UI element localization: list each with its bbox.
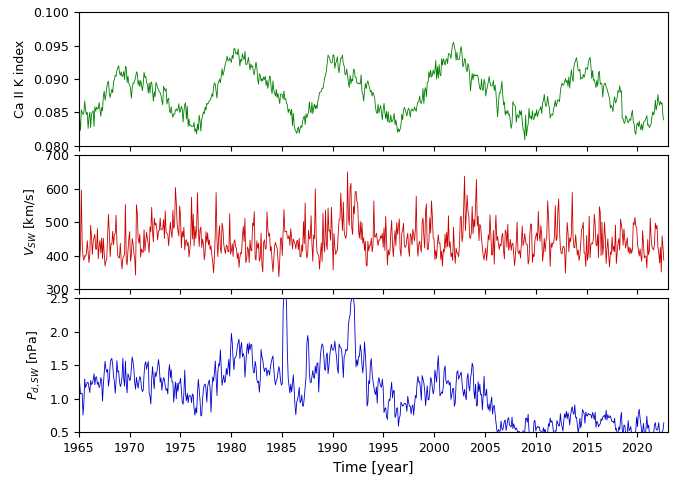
X-axis label: Time [year]: Time [year] — [333, 461, 414, 475]
Y-axis label: $V_{SW}$ [km/s]: $V_{SW}$ [km/s] — [23, 188, 40, 256]
Y-axis label: $P_{d,SW}$ [nPa]: $P_{d,SW}$ [nPa] — [26, 330, 43, 400]
Y-axis label: Ca II K index: Ca II K index — [14, 40, 27, 118]
